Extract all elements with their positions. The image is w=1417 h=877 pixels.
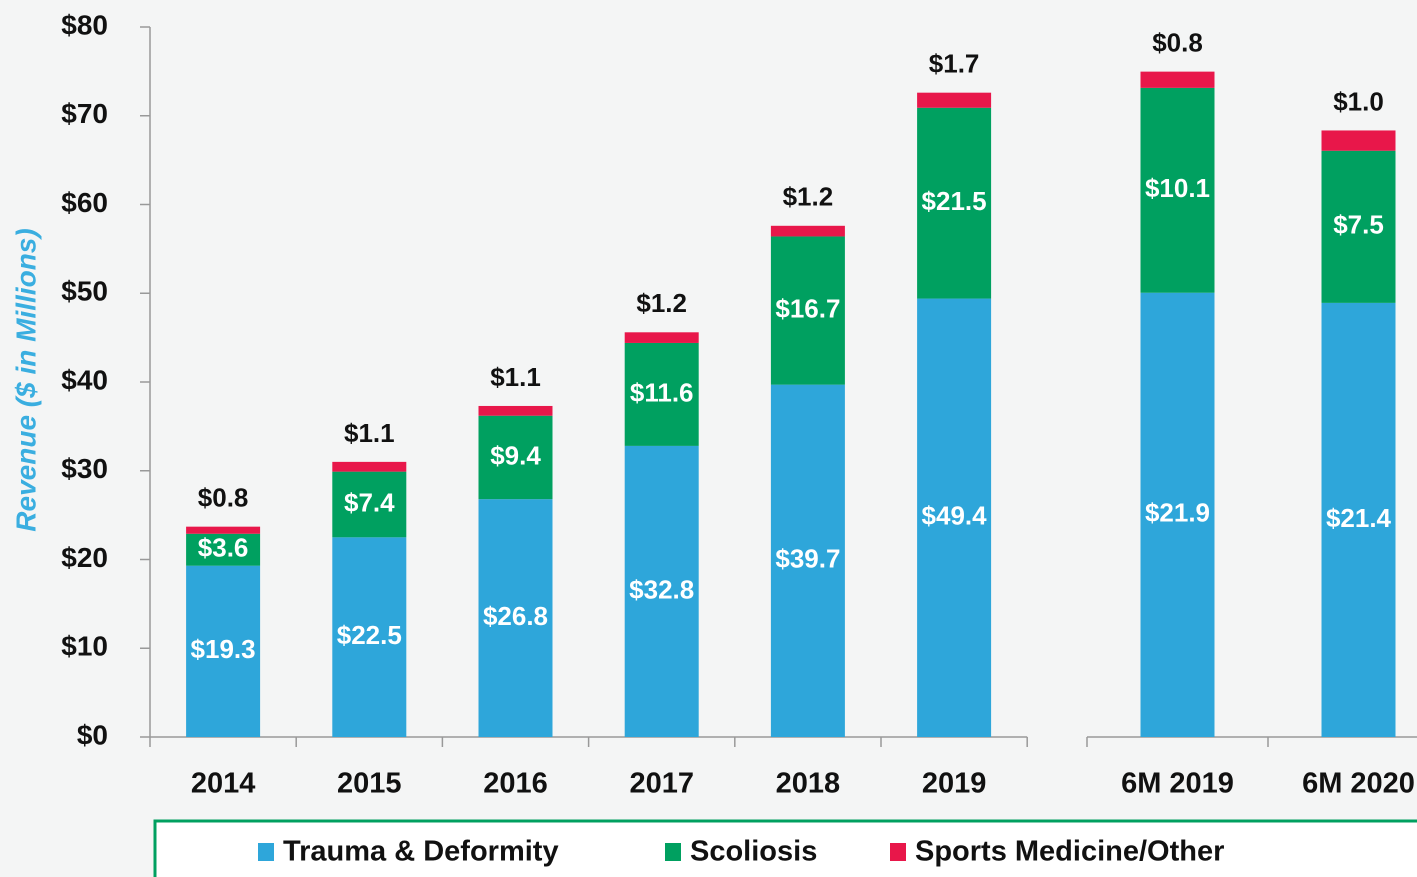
y-tick-label: $20 xyxy=(61,542,108,573)
value-label: $21.5 xyxy=(922,186,987,216)
bar-segment xyxy=(1322,130,1396,150)
legend-swatch xyxy=(258,843,274,861)
value-label: $1.2 xyxy=(783,182,834,212)
y-tick-label: $70 xyxy=(61,98,108,129)
chart: Revenue ($ in Millions) $0 $10 $20 $30 $40 $5… xyxy=(0,0,1417,877)
legend-label: Sports Medicine/Other xyxy=(915,836,1224,868)
x-tick-label: 2015 xyxy=(337,768,402,800)
bar-segment xyxy=(917,93,991,108)
bar-segment xyxy=(186,527,260,534)
value-label: $3.6 xyxy=(198,533,249,563)
y-tick-label: $40 xyxy=(61,364,108,395)
value-label: $10.1 xyxy=(1145,173,1210,203)
value-label: $1.0 xyxy=(1333,86,1384,116)
value-label: $16.7 xyxy=(775,293,840,323)
value-label: $0.8 xyxy=(198,483,249,513)
y-tick-label: $10 xyxy=(61,631,108,662)
value-label: $21.4 xyxy=(1326,503,1392,533)
value-label: $7.5 xyxy=(1333,210,1384,240)
x-tick-label: 2019 xyxy=(922,768,987,800)
x-tick-label: 2016 xyxy=(483,768,548,800)
value-label: $22.5 xyxy=(337,620,402,650)
y-tick-label: $60 xyxy=(61,187,108,218)
value-label: $7.4 xyxy=(344,487,395,517)
value-label: $49.4 xyxy=(922,501,988,531)
value-label: $21.9 xyxy=(1145,498,1210,528)
bar-segment xyxy=(625,332,699,343)
legend-label: Trauma & Deformity xyxy=(283,836,559,868)
x-tick-label: 6M 2020 xyxy=(1302,768,1415,800)
value-label: $19.3 xyxy=(191,634,256,664)
legend-label: Scoliosis xyxy=(690,836,817,868)
value-label: $39.7 xyxy=(775,544,840,574)
legend-swatch xyxy=(665,843,681,861)
bar-segment xyxy=(479,406,553,416)
page: {"chart_data": [ {"type": "stacked-bar",… xyxy=(0,0,1417,877)
value-label: $32.8 xyxy=(629,574,694,604)
value-label: $26.8 xyxy=(483,601,548,631)
value-label: $11.6 xyxy=(630,377,694,407)
x-tick-label: 6M 2019 xyxy=(1121,768,1234,800)
value-label: $9.4 xyxy=(490,440,541,470)
value-label: $0.8 xyxy=(1152,28,1203,58)
value-label: $1.2 xyxy=(636,288,687,318)
y-tick-label: $50 xyxy=(61,276,108,307)
y-tick-label: $80 xyxy=(61,9,108,40)
y-axis-label: Revenue ($ in Millions) xyxy=(10,228,41,531)
x-tick-label: 2017 xyxy=(629,768,694,800)
x-tick-label: 2014 xyxy=(191,768,256,800)
bar-segment xyxy=(1141,72,1215,88)
x-tick-label: 2018 xyxy=(776,768,841,800)
legend-swatch xyxy=(890,843,906,861)
bar-segment xyxy=(771,226,845,237)
y-tick-label: $0 xyxy=(77,719,108,750)
value-label: $1.1 xyxy=(490,362,541,392)
bar-segment xyxy=(332,462,406,472)
value-label: $1.7 xyxy=(929,49,980,79)
value-label: $1.1 xyxy=(344,418,395,448)
y-tick-label: $30 xyxy=(61,453,108,484)
